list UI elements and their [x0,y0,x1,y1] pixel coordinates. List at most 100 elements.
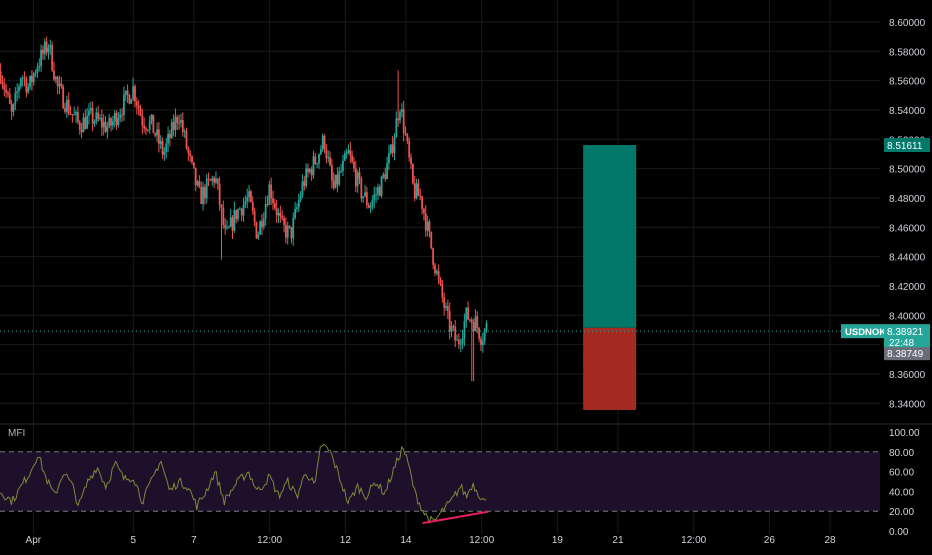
candle-body [51,45,54,71]
candle-body [189,152,192,157]
price-tick-label: 8.54000 [889,106,926,117]
candle-body [157,129,160,144]
candle-body [251,201,254,211]
mfi-axis[interactable]: 100.00 80.00 60.00 40.00 20.00 0.00 [889,428,920,538]
candle-body [194,167,197,186]
price-tick-label: 8.40000 [889,311,926,322]
candle-body [181,119,184,132]
candle-body [358,172,361,179]
candle-body [102,121,105,128]
mfi-indicator-label[interactable]: MFI [8,428,25,439]
candle-body [343,153,346,161]
candle-body [21,77,24,79]
candle-body [423,208,425,214]
price-tick-label: 8.34000 [889,399,926,410]
stop-loss-zone[interactable] [583,327,637,410]
candle-body [10,103,13,112]
candle-body [141,115,144,126]
candle-body [34,72,37,74]
candle-body [463,321,466,339]
candle-body [246,197,249,202]
candle-body [104,121,107,132]
candle-body [312,156,315,176]
candle-body [30,75,33,83]
candle-body [270,184,273,199]
candle-body [211,177,214,181]
price-tick-label: 8.50000 [889,165,926,176]
target-price-tag [884,138,930,153]
candle-body [218,183,221,205]
candle-body [126,90,129,96]
candle-body [408,141,411,158]
candle-body [106,126,109,132]
divergence-trendline [422,510,488,525]
candlestick-series [0,36,488,382]
candle-body [183,131,186,133]
candle-body [485,322,488,330]
candle-body [469,319,471,321]
candle-body [377,187,379,195]
candle-body [110,118,112,126]
candle-body [397,118,400,121]
candle-body [314,156,317,164]
candle-body [124,90,127,95]
candle-body [220,204,223,208]
candle-body [345,153,348,155]
candle-body [255,222,258,239]
candle-body [373,194,376,201]
candle-body [89,108,92,111]
candle-body [448,311,451,332]
candle-body [113,112,116,121]
candle-body [88,110,90,116]
candle-body [204,187,206,199]
price-tick-label: 8.48000 [889,194,926,205]
candle-body [443,297,446,308]
candle-body [196,181,199,186]
candle-body [362,196,365,199]
price-tick-label: 8.56000 [889,77,926,88]
candle-body [439,278,442,284]
candle-body [152,114,155,134]
candle-body [244,201,247,205]
countdown-label: 22:48 [889,338,914,349]
candle-body [253,210,256,223]
candle-body [19,78,22,87]
candle-body [283,218,285,225]
candle-body [288,225,291,227]
candle-body [54,76,57,80]
candle-body [257,234,260,239]
candle-body [325,149,328,159]
candle-body [419,195,422,197]
candle-body [40,49,42,67]
candle-body [205,178,208,199]
candle-body [356,172,359,187]
candle-body [305,168,308,186]
candle-body [467,307,469,320]
candle-body [224,224,227,229]
candle-body [121,114,123,116]
candle-body [375,194,377,196]
candle-body [435,271,438,274]
candle-body [286,225,289,238]
candle-body [145,128,147,130]
candle-body [323,135,326,150]
candle-body [69,113,72,115]
candle-body [437,271,440,279]
candle-body [369,206,372,208]
candle-body [86,115,89,129]
profit-target-zone[interactable] [583,145,637,328]
candle-body [294,209,296,218]
candle-body [130,99,133,104]
candle-body [99,117,101,119]
candle-body [395,118,398,138]
candle-body [0,71,2,82]
time-axis[interactable]: Apr 5 7 12:00 12 14 12:00 19 21 12:00 26 28 [26,535,836,546]
price-tick-label: 8.36000 [889,370,926,381]
candle-body [428,221,431,232]
candle-body [32,73,35,83]
position-tool[interactable] [583,145,637,410]
candle-body [202,187,204,204]
candle-body [459,343,462,345]
